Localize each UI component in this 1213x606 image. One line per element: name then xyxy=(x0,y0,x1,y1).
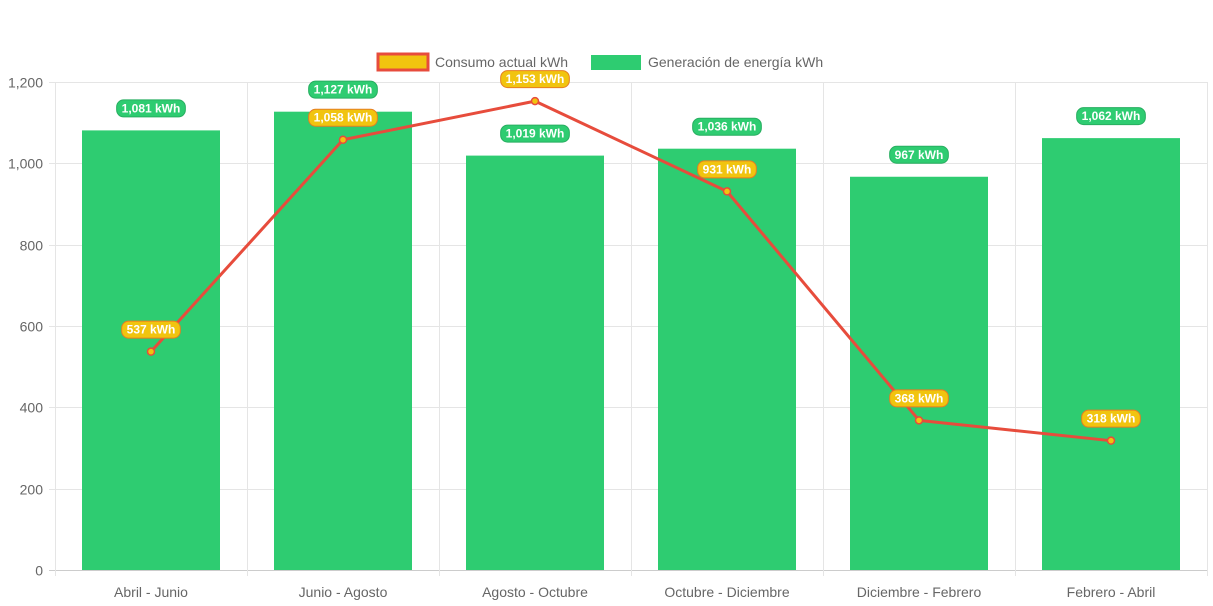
y-tick-label: 0 xyxy=(35,563,43,579)
bar-data-label-bg xyxy=(500,124,570,143)
y-tick-label: 1,200 xyxy=(8,75,43,91)
line-data-label: 368 kWh xyxy=(889,389,949,408)
grid xyxy=(49,82,1208,576)
bar-data-label-text: 1,036 kWh xyxy=(698,120,757,134)
line-data-label-text: 931 kWh xyxy=(703,162,752,176)
line-data-label: 1,153 kWh xyxy=(500,70,570,89)
bar-data-label-text: 1,062 kWh xyxy=(1082,109,1141,123)
line-data-label: 931 kWh xyxy=(697,160,757,179)
line-data-label-bg xyxy=(308,108,378,127)
line-data-label-text: 318 kWh xyxy=(1087,412,1136,426)
bar xyxy=(658,148,796,570)
legend-item-generacion[interactable]: Generación de energía kWh xyxy=(591,54,823,70)
bar-data-label-bg xyxy=(1076,107,1146,126)
bar-data-label-bg xyxy=(116,99,186,118)
legend-label-generacion: Generación de energía kWh xyxy=(648,54,823,70)
bar-data-label: 967 kWh xyxy=(889,145,949,164)
x-tick-label: Febrero - Abril xyxy=(1067,584,1156,600)
x-tick-label: Junio - Agosto xyxy=(299,584,388,600)
legend-item-consumo[interactable]: Consumo actual kWh xyxy=(376,52,568,72)
legend-swatch-consumo xyxy=(376,52,430,72)
y-tick-label: 200 xyxy=(20,482,44,498)
line-point xyxy=(722,187,732,196)
legend-swatch-generacion xyxy=(591,55,641,70)
x-tick-label: Diciembre - Febrero xyxy=(857,584,982,600)
bar xyxy=(850,176,988,570)
line-point xyxy=(1106,436,1116,445)
bar-data-label: 1,127 kWh xyxy=(308,80,378,99)
data-labels: 1,081 kWh 1,127 kWh 1,019 kWh 1,036 kWh 967 … xyxy=(116,70,1146,428)
y-tick-label: 1,000 xyxy=(8,156,43,172)
line-data-label-text: 1,153 kWh xyxy=(506,72,565,86)
line-data-label-bg xyxy=(500,70,570,89)
line-data-label: 1,058 kWh xyxy=(308,108,378,127)
line-point xyxy=(914,416,924,425)
line-series xyxy=(146,96,1116,445)
x-tick-label: Abril - Junio xyxy=(114,584,188,600)
bar-data-label-bg xyxy=(889,145,949,164)
bar-data-label: 1,019 kWh xyxy=(500,124,570,143)
bar-data-label: 1,062 kWh xyxy=(1076,107,1146,126)
line-point xyxy=(338,135,348,144)
line-point xyxy=(530,96,540,106)
bar xyxy=(1042,138,1180,570)
line-point xyxy=(146,347,156,356)
line-data-label-text: 368 kWh xyxy=(895,391,944,405)
line-data-label-text: 1,058 kWh xyxy=(314,111,373,125)
bar-data-label-text: 1,127 kWh xyxy=(314,83,373,97)
line-data-label-bg xyxy=(121,320,181,339)
bar-data-label: 1,081 kWh xyxy=(116,99,186,118)
line-data-label-bg xyxy=(1081,409,1141,428)
line-data-label-bg xyxy=(889,389,949,408)
bar xyxy=(466,155,604,570)
bar-data-label-text: 1,019 kWh xyxy=(506,127,565,141)
legend[interactable]: Consumo actual kWh Generación de energía … xyxy=(376,52,823,72)
bar-data-label-bg xyxy=(692,117,762,136)
line-data-label: 318 kWh xyxy=(1081,409,1141,428)
line-data-label-bg xyxy=(697,160,757,179)
y-tick-label: 400 xyxy=(20,400,44,416)
bar xyxy=(274,111,412,570)
x-tick-label: Octubre - Diciembre xyxy=(664,584,789,600)
y-tick-label: 600 xyxy=(20,319,44,335)
line-data-label-text: 537 kWh xyxy=(127,323,176,337)
bar-data-label-bg xyxy=(308,80,378,99)
legend-label-consumo: Consumo actual kWh xyxy=(435,54,568,70)
axes: 0 200 400 600 800 1,000 1,200 Abril - Junio Juni… xyxy=(8,75,1155,601)
y-tick-label: 800 xyxy=(20,238,44,254)
bar-data-label-text: 1,081 kWh xyxy=(122,101,181,115)
consumption-line xyxy=(149,99,1112,443)
bar-series xyxy=(82,111,1180,571)
bar-data-label-text: 967 kWh xyxy=(895,148,944,162)
line-data-label: 537 kWh xyxy=(121,320,181,339)
bar-data-label: 1,036 kWh xyxy=(692,117,762,136)
x-tick-label: Agosto - Octubre xyxy=(482,584,588,600)
